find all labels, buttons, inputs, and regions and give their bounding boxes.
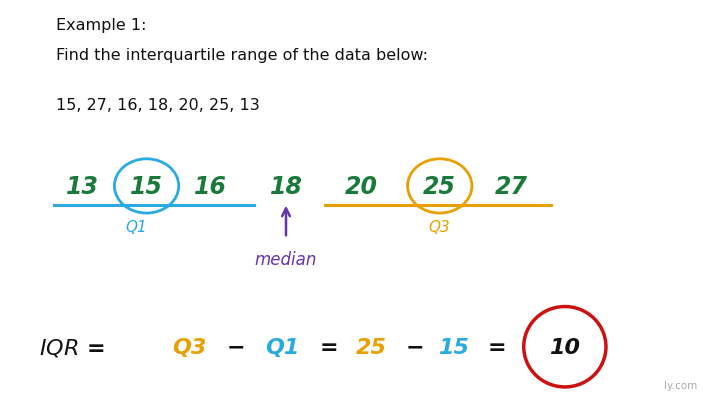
Text: Q1: Q1 — [265, 337, 300, 357]
Text: 15, 27, 16, 18, 20, 25, 13: 15, 27, 16, 18, 20, 25, 13 — [56, 98, 260, 113]
Text: 20: 20 — [345, 174, 378, 198]
Text: 15: 15 — [438, 337, 470, 357]
Text: −: − — [227, 337, 245, 357]
Text: =: = — [320, 337, 338, 357]
Text: Q3: Q3 — [172, 337, 207, 357]
Text: $\mathit{IQR}$ =: $\mathit{IQR}$ = — [39, 336, 105, 358]
Text: −: − — [405, 337, 424, 357]
Text: Q3: Q3 — [429, 219, 450, 234]
Text: Q1: Q1 — [125, 219, 147, 234]
Text: 25: 25 — [423, 174, 456, 198]
Text: median: median — [255, 251, 317, 269]
Text: 27: 27 — [495, 174, 528, 198]
Text: Example 1:: Example 1: — [56, 18, 147, 33]
Text: =: = — [488, 337, 506, 357]
Text: ly.com: ly.com — [664, 380, 697, 390]
Text: 10: 10 — [549, 337, 581, 357]
Text: 16: 16 — [194, 174, 227, 198]
Text: 18: 18 — [270, 174, 302, 198]
Text: 25: 25 — [356, 337, 388, 357]
Text: 15: 15 — [130, 174, 163, 198]
Text: 13: 13 — [66, 174, 99, 198]
Text: Find the interquartile range of the data below:: Find the interquartile range of the data… — [56, 48, 428, 63]
